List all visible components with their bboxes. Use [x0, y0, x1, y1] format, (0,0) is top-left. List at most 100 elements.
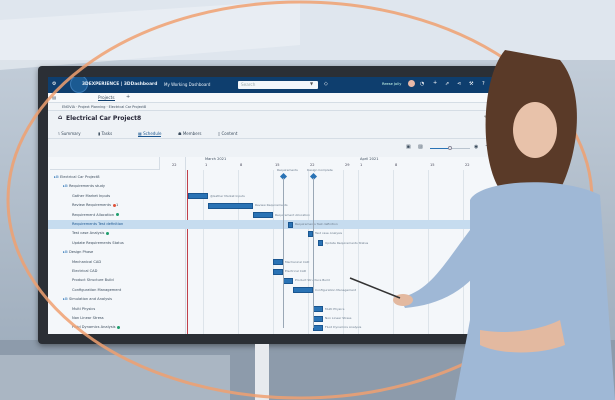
task-row[interactable]: ▸⊞ Electrical Car Project8: [48, 173, 160, 182]
task-row[interactable]: Non Linear Stress: [48, 314, 160, 323]
milestone-label: Design Complete: [307, 167, 333, 172]
gantt-bar[interactable]: [208, 202, 253, 209]
page-title: Electrical Car Project8: [66, 115, 142, 122]
picture-icon[interactable]: ▨: [418, 144, 423, 150]
document-icon: ▯: [218, 131, 222, 136]
task-row[interactable]: Multi Physics: [48, 305, 160, 314]
task-row[interactable]: Electrical CAD: [48, 267, 160, 276]
clipboard-icon: ▮: [98, 131, 102, 136]
task-group-icon[interactable]: ▸⊞: [54, 175, 60, 179]
gantt-bar-label: Mechanical CAD: [285, 259, 310, 264]
task-row[interactable]: ▸⊞ Simulation and Analysis: [48, 295, 160, 304]
tools-icon[interactable]: ⚒: [469, 81, 474, 87]
gantt-bar[interactable]: [318, 240, 323, 247]
user-name[interactable]: Reese Jolly: [382, 82, 402, 86]
image-icon[interactable]: ▣: [406, 144, 411, 150]
tick-label: 1: [360, 163, 363, 167]
task-row[interactable]: Update Requirements Status: [48, 239, 160, 248]
compass-icon[interactable]: [70, 77, 88, 93]
task-name: Update Requirements Status: [72, 240, 124, 245]
tab-members[interactable]: ☗ Members: [178, 131, 201, 136]
month-label: March 2021: [205, 157, 227, 161]
task-row[interactable]: Configuration Management: [48, 286, 160, 295]
gantt-bar[interactable]: [273, 259, 283, 266]
gantt-bar-label: Non Linear Stress: [325, 316, 352, 320]
gantt-bar[interactable]: [293, 287, 313, 294]
gantt-bar-label: Fluid Dynamics Analysis: [325, 325, 362, 330]
task-group-icon[interactable]: ▸⊞: [63, 297, 69, 302]
gridline: [238, 170, 239, 334]
avatar[interactable]: [408, 80, 415, 87]
gridline: [308, 170, 309, 334]
add-icon[interactable]: +: [433, 80, 438, 86]
gantt-bar[interactable]: [253, 212, 273, 219]
status-dot-icon: [106, 231, 110, 235]
task-row[interactable]: Test case Analysis: [48, 229, 160, 238]
tab-projects[interactable]: Projects: [98, 95, 115, 101]
tick-label: 8: [240, 163, 243, 167]
home-icon[interactable]: ⌂: [58, 114, 63, 121]
task-row[interactable]: Requirements Test definition: [48, 220, 160, 229]
task-name: Multi Physics: [72, 306, 96, 311]
task-row[interactable]: ▸⊞ Requirements study: [48, 182, 160, 191]
task-row[interactable]: ▸⊞ Design Phase: [48, 248, 160, 257]
gridline: [393, 170, 394, 334]
gantt-bar-label: Requirement Allocation: [275, 212, 311, 217]
tab-tasks[interactable]: ▮ Tasks: [98, 131, 112, 136]
task-row[interactable]: Review Requirements 1: [48, 201, 160, 210]
tab-label: Tasks: [101, 131, 113, 136]
task-row[interactable]: Product Structure Build: [48, 276, 160, 285]
task-name: Simulation and Analysis: [68, 297, 112, 302]
task-row[interactable]: Gather Market Inputs: [48, 192, 160, 201]
gantt-bar[interactable]: [288, 221, 293, 228]
task-row[interactable]: Requirement Allocation: [48, 211, 160, 220]
selected-row-highlight: [48, 220, 498, 229]
gantt-bar-label: Update Requirements Status: [325, 240, 369, 245]
task-row[interactable]: Fluid Dynamics Analysis: [48, 323, 160, 332]
notifications-icon[interactable]: ◔: [420, 81, 425, 87]
tab-content[interactable]: ▯ Content: [218, 131, 237, 136]
task-name: Non Linear Stress: [72, 316, 104, 320]
app-screen: ⚙ 3DEXPERIENCE | 3DDashboard My Working …: [48, 77, 498, 334]
network-icon[interactable]: ⋖: [457, 81, 462, 87]
gridline: [358, 170, 359, 334]
tab-schedule[interactable]: ▦ Schedule: [138, 131, 162, 137]
eye-icon[interactable]: ◉: [474, 144, 479, 150]
share-icon[interactable]: ⇗: [445, 81, 450, 87]
brand-title: 3DEXPERIENCE | 3DDashboard: [82, 82, 158, 87]
gantt-bar[interactable]: [188, 193, 208, 200]
task-group-icon[interactable]: ▸⊞: [63, 184, 69, 189]
tick-label: 22: [310, 163, 315, 167]
status-dot-icon: [115, 213, 119, 217]
gantt-bar-label: Multi Physics: [325, 306, 345, 311]
task-group-icon[interactable]: ▸⊞: [63, 250, 69, 255]
add-tab-icon[interactable]: +: [126, 94, 131, 100]
pointer-stick: [349, 277, 401, 299]
tick-label: 22: [465, 163, 470, 167]
dashboard-selector[interactable]: My Working Dashboard: [164, 82, 211, 87]
task-name: Fluid Dynamics Analysis: [72, 325, 116, 330]
count-badge: 1: [115, 203, 119, 208]
gantt-bar[interactable]: [308, 230, 313, 237]
zoom-slider[interactable]: [430, 146, 470, 150]
dashboard-tabs: ▤ Projects +: [48, 93, 498, 103]
task-name: Test case Analysis: [72, 231, 105, 236]
date-column-divider: [185, 157, 186, 334]
gantt-bar[interactable]: [273, 268, 283, 275]
gantt-bar-label: Requirements Test definition: [295, 222, 338, 226]
milestone-line: [283, 178, 284, 328]
task-row[interactable]: Mechanical CAD: [48, 258, 160, 267]
status-dot-icon: [117, 325, 121, 329]
search-input[interactable]: Search: [238, 81, 318, 89]
task-name: Product Structure Build: [72, 278, 114, 283]
tab-summary[interactable]: ⌇ Summary: [58, 131, 81, 136]
tick-label: 22: [172, 163, 177, 167]
panel-toggle-icon[interactable]: ▤: [52, 95, 56, 100]
task-name: Electrical CAD: [72, 269, 98, 273]
filter-icon[interactable]: ▼: [310, 81, 314, 86]
tag-icon[interactable]: ◇: [324, 81, 328, 87]
help-icon[interactable]: ?: [482, 81, 485, 87]
gantt-bar-label: Product Structure Build: [295, 278, 330, 283]
gantt-bar-label: Review Requirements: [255, 203, 288, 208]
